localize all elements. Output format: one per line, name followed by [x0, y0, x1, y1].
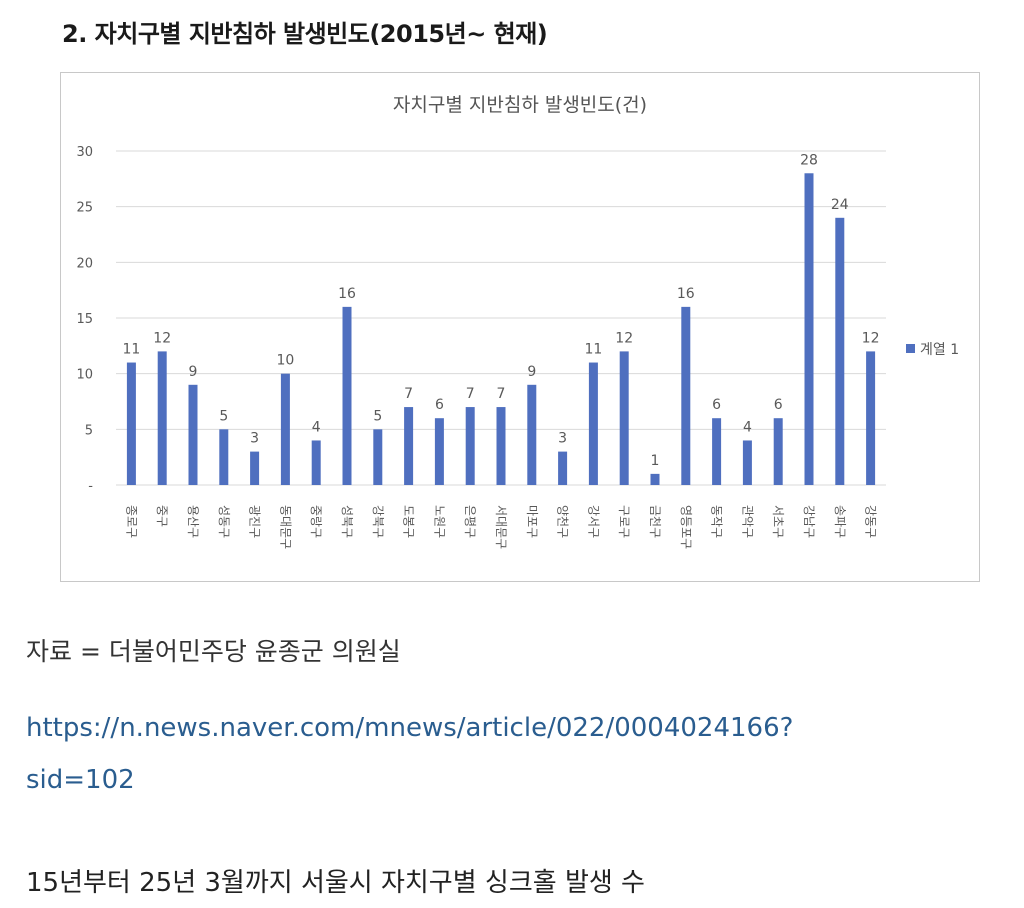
x-tick-label: 송파구 [833, 505, 847, 538]
data-label: 7 [466, 386, 475, 402]
data-label: 9 [527, 364, 536, 380]
data-label: 11 [584, 342, 602, 358]
source-credit: 자료 = 더불어민주당 윤종군 의원실 [26, 637, 401, 666]
y-tick-label: 20 [76, 256, 93, 271]
data-label: 1 [651, 453, 660, 469]
data-label: 4 [743, 419, 752, 435]
x-tick-label: 은평구 [463, 505, 477, 538]
y-tick-label: 5 [85, 423, 93, 438]
y-tick-label: - [88, 479, 93, 494]
data-label: 6 [435, 397, 444, 413]
x-tick-label: 양천구 [556, 505, 571, 538]
bar [373, 429, 383, 485]
y-tick-label: 25 [76, 201, 93, 216]
data-label: 16 [338, 286, 356, 302]
x-tick-label: 서대문구 [494, 505, 508, 549]
bar [342, 306, 352, 485]
data-label: 11 [122, 342, 140, 358]
y-tick-label: 15 [76, 312, 93, 327]
x-tick-label: 중랑구 [309, 505, 323, 538]
data-label: 12 [862, 330, 880, 346]
bar [804, 173, 814, 485]
data-label: 4 [312, 419, 321, 435]
y-tick-label: 10 [76, 368, 93, 383]
bar [157, 351, 167, 485]
bar [465, 407, 475, 485]
x-tick-label: 용산구 [186, 505, 200, 538]
data-label: 9 [189, 364, 198, 380]
bar [835, 217, 845, 486]
bar [250, 451, 260, 485]
data-label: 24 [831, 197, 849, 213]
x-tick-label: 금천구 [648, 505, 663, 538]
x-tick-label: 중구 [155, 505, 169, 527]
x-tick-label: 성북구 [340, 505, 354, 538]
article-link-line1: https://n.news.naver.com/mnews/article/0… [26, 713, 794, 743]
bar [558, 451, 568, 485]
data-label: 28 [800, 152, 818, 168]
y-tick-label: 30 [76, 145, 93, 160]
legend-swatch [906, 344, 915, 353]
bar [280, 373, 290, 485]
x-tick-label: 강동구 [864, 505, 878, 538]
chart-legend: 계열 1 [906, 342, 959, 358]
caption-text: 15년부터 25년 3월까지 서울시 자치구별 싱크홀 발생 수 [26, 868, 645, 898]
x-tick-label: 도봉구 [402, 505, 416, 538]
x-tick-label: 종로구 [124, 505, 138, 538]
x-tick-label: 구로구 [617, 505, 631, 538]
data-label: 3 [558, 431, 567, 447]
x-tick-label: 서초구 [771, 505, 785, 538]
bar [619, 351, 629, 485]
bar [773, 418, 783, 485]
bar [188, 384, 198, 485]
data-label: 6 [712, 397, 721, 413]
data-label: 16 [677, 286, 695, 302]
bar [527, 384, 537, 485]
bar [496, 407, 506, 485]
data-label: 12 [153, 330, 171, 346]
x-tick-label: 강북구 [371, 505, 385, 538]
legend-label: 계열 1 [920, 342, 959, 358]
x-tick-label: 강서구 [586, 505, 600, 538]
x-tick-label: 동대문구 [278, 505, 292, 549]
bar [126, 362, 136, 485]
data-label: 6 [774, 397, 783, 413]
bar [219, 429, 229, 485]
bar [866, 351, 876, 485]
x-tick-label: 성동구 [217, 505, 231, 538]
bar [434, 418, 444, 485]
bar [404, 407, 414, 485]
data-label: 12 [615, 330, 633, 346]
bar [681, 306, 691, 485]
x-tick-label: 마포구 [525, 505, 539, 538]
data-label: 7 [497, 386, 506, 402]
data-label: 5 [373, 408, 382, 424]
section-heading: 2. 자치구별 지반침하 발생빈도(2015년~ 현재) [62, 20, 548, 48]
bar [311, 440, 321, 485]
article-link[interactable]: https://n.news.naver.com/mnews/article/0… [26, 702, 986, 806]
chart-title: 자치구별 지반침하 발생빈도(건) [393, 94, 647, 116]
chart-frame: 자치구별 지반침하 발생빈도(건) -5 10 15 20 25 30 11 12 9 5 3 10… [60, 72, 980, 582]
data-label: 5 [219, 408, 228, 424]
data-label: 7 [404, 386, 413, 402]
bar [712, 418, 722, 485]
article-link-line2: sid=102 [26, 765, 135, 795]
x-tick-label: 관악구 [740, 505, 754, 538]
x-tick-label: 동작구 [710, 505, 724, 538]
data-label: 3 [250, 431, 259, 447]
bar [588, 362, 598, 485]
x-tick-label: 광진구 [248, 505, 262, 538]
x-tick-label: 강남구 [802, 505, 816, 538]
data-label: 10 [276, 353, 294, 369]
x-tick-label: 노원구 [432, 505, 446, 538]
x-tick-label: 영등포구 [679, 505, 693, 549]
bar [742, 440, 752, 485]
bar [650, 473, 660, 485]
